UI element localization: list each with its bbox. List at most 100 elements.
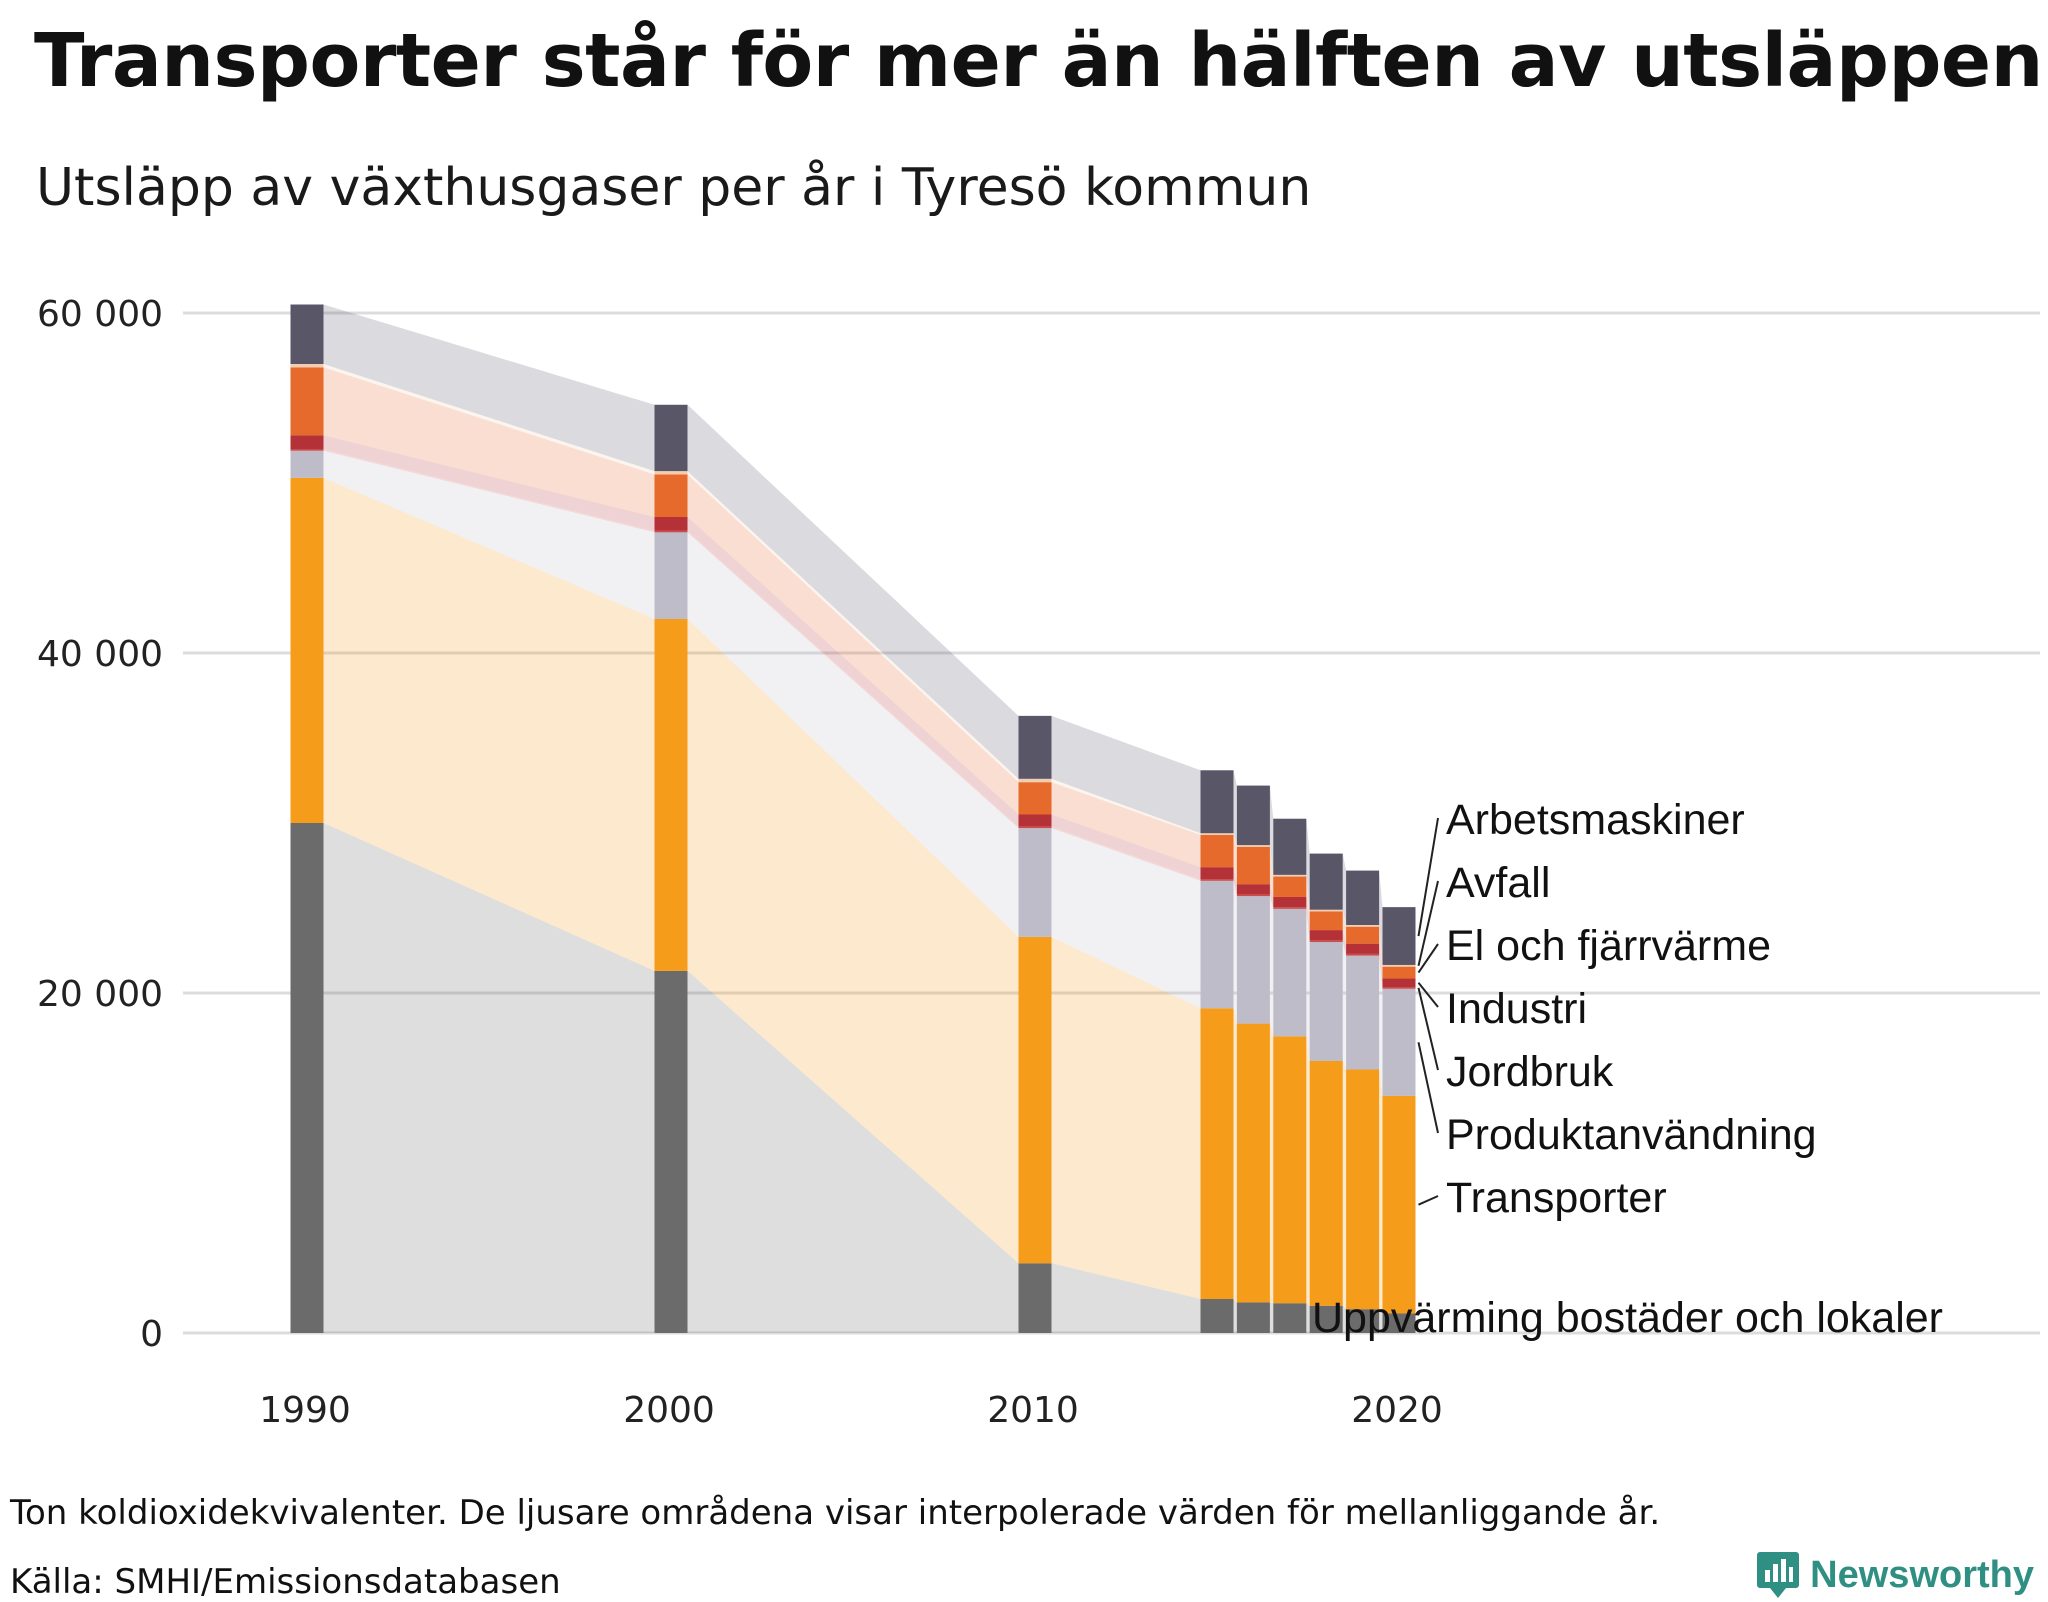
series-label: Transporter xyxy=(1446,1174,1667,1222)
bar-segment xyxy=(1200,770,1234,834)
y-tick-label: 40 000 xyxy=(37,634,163,675)
bar-segment xyxy=(1273,1303,1307,1333)
bar-segment xyxy=(1018,715,1052,779)
bar-segment xyxy=(1346,1309,1380,1333)
series-label: Produktanvändning xyxy=(1446,1111,1817,1159)
leader-line xyxy=(1418,1195,1439,1206)
bar-segment xyxy=(1018,814,1052,827)
bar-segment xyxy=(654,970,688,1333)
leader-line xyxy=(1417,987,1439,1071)
bar-segment xyxy=(1200,1008,1234,1299)
bar-segment xyxy=(1273,818,1307,875)
bar-segment xyxy=(1018,828,1052,937)
x-tick-label: 2020 xyxy=(1351,1390,1443,1431)
footnote: Ton koldioxidekvivalenter. De ljusare om… xyxy=(10,1493,1661,1533)
bar-segment xyxy=(1346,925,1380,927)
bar-segment xyxy=(1018,782,1052,815)
leader-line xyxy=(1417,1042,1439,1134)
bar-segment xyxy=(1346,1069,1380,1310)
leader-line xyxy=(1417,982,1439,1008)
bar-segment xyxy=(1273,1036,1307,1304)
bar-segment xyxy=(1018,778,1052,783)
bar-segment xyxy=(1346,870,1380,925)
newsworthy-logo[interactable]: Newsworthy xyxy=(1756,1550,2034,1600)
series-label: Industri xyxy=(1446,985,1587,1033)
bar-segment xyxy=(290,477,324,823)
bar-segment xyxy=(1273,907,1307,909)
bar-segment xyxy=(1236,785,1270,846)
bar-segment xyxy=(1200,833,1234,835)
bar-segment xyxy=(1309,940,1343,942)
bar-segment xyxy=(290,450,324,478)
bar-segment xyxy=(1273,896,1307,908)
series-label: Arbetsmaskiner xyxy=(1446,796,1745,844)
bar-segment xyxy=(1309,853,1343,910)
bar-segment xyxy=(1018,936,1052,1264)
bar-segment xyxy=(1273,876,1307,897)
interpolated-areas xyxy=(290,304,1416,1333)
bar-segment xyxy=(290,823,324,1333)
bar-segment xyxy=(1236,896,1270,1024)
bar-segment xyxy=(1200,1299,1234,1333)
series-label: El och fjärrvärme xyxy=(1446,922,1771,970)
area-7 xyxy=(290,304,1416,965)
bar-segment xyxy=(1236,1023,1270,1303)
bar-segment xyxy=(1382,966,1416,979)
bar-segment xyxy=(654,530,688,533)
leader-line xyxy=(1417,880,1439,967)
bar-segment xyxy=(1236,894,1270,897)
bar-segment xyxy=(1382,1095,1416,1314)
area-5 xyxy=(290,367,1416,979)
series-label: Uppvärming bostäder och lokaler xyxy=(1312,1294,1943,1342)
bar-segment xyxy=(1346,953,1380,956)
bar-segment xyxy=(1382,978,1416,988)
newsworthy-logo-icon xyxy=(1757,1552,1800,1598)
bar-segment xyxy=(654,404,688,472)
bar-segment xyxy=(1273,874,1307,877)
y-tick-label: 60 000 xyxy=(37,294,163,335)
bar-segment xyxy=(1346,926,1380,944)
bar-segment xyxy=(1200,867,1234,880)
bar-segment xyxy=(1309,930,1343,941)
bar-segment xyxy=(1200,879,1234,881)
x-tick-label: 2000 xyxy=(623,1390,715,1431)
y-tick-label: 0 xyxy=(140,1314,163,1355)
x-axis-ticks: 1990 2000 2010 2020 xyxy=(259,1390,1443,1431)
bar-segment xyxy=(1382,988,1416,1096)
chart-title: Transporter står för mer än hälften av u… xyxy=(34,18,2043,104)
x-tick-label: 2010 xyxy=(987,1390,1079,1431)
bar-segment xyxy=(654,619,688,971)
y-axis-ticks: 0 20 000 40 000 60 000 xyxy=(37,294,163,1355)
bar-segment xyxy=(1346,943,1380,954)
bar-segment xyxy=(1236,845,1270,847)
bar-segment xyxy=(1018,826,1052,829)
area-0 xyxy=(290,823,1416,1333)
series-label: Avfall xyxy=(1446,859,1550,907)
grid-lines xyxy=(183,311,2040,1335)
bar-segment xyxy=(1382,987,1416,989)
bar-segment xyxy=(290,435,324,449)
brand-name: Newsworthy xyxy=(1810,1553,2034,1596)
bar-segment xyxy=(1200,834,1234,868)
area-4 xyxy=(290,435,1416,988)
bar-segment xyxy=(1236,846,1270,885)
bars xyxy=(290,304,1416,1333)
bar-segment xyxy=(1309,1061,1343,1306)
source-note: Källa: SMHI/Emissionsdatabasen xyxy=(10,1562,561,1602)
series-labels: Arbetsmaskiner Avfall El och fjärrvärme Ind… xyxy=(1312,796,1943,1342)
bar-segment xyxy=(1018,1263,1052,1333)
x-tick-label: 1990 xyxy=(259,1390,351,1431)
bar-segment xyxy=(290,304,324,364)
bar-segment xyxy=(1382,964,1416,967)
series-label: Jordbruk xyxy=(1446,1048,1614,1096)
leader-line xyxy=(1417,943,1439,974)
bar-segment xyxy=(654,517,688,531)
bar-segment xyxy=(1273,908,1307,1037)
bar-segment xyxy=(1309,911,1343,931)
bar-segment xyxy=(1346,955,1380,1070)
bar-segment xyxy=(654,532,688,619)
bar-segment xyxy=(1200,880,1234,1009)
y-tick-label: 20 000 xyxy=(37,974,163,1015)
area-2 xyxy=(290,450,1416,1096)
